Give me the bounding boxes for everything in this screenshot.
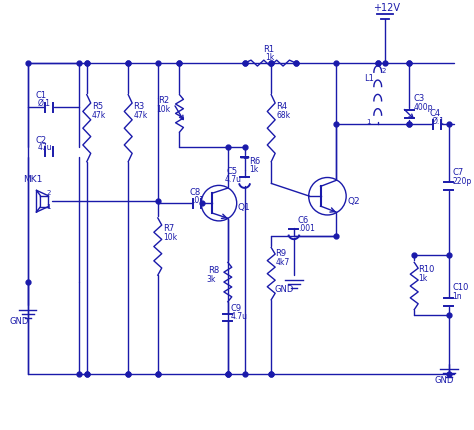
Text: 1k: 1k — [265, 52, 274, 61]
Text: R5: R5 — [92, 102, 103, 111]
Text: C6: C6 — [298, 216, 309, 225]
Text: R1: R1 — [264, 45, 274, 54]
Text: 47k: 47k — [92, 111, 106, 120]
Text: R2: R2 — [158, 96, 169, 105]
Text: 1: 1 — [366, 119, 370, 125]
Text: C9: C9 — [231, 304, 242, 313]
Text: C8: C8 — [189, 188, 201, 197]
Text: R3: R3 — [133, 102, 145, 111]
Text: 3k: 3k — [206, 275, 216, 283]
Text: R4: R4 — [276, 102, 287, 111]
Text: +12V: +12V — [373, 3, 400, 13]
Text: Ø.1: Ø.1 — [432, 117, 445, 126]
Text: Q2: Q2 — [347, 197, 360, 206]
Text: 220p: 220p — [453, 177, 472, 186]
Text: C4: C4 — [429, 109, 440, 118]
Text: 68k: 68k — [276, 111, 290, 120]
Text: MK1: MK1 — [23, 175, 42, 184]
Text: 47u: 47u — [37, 144, 52, 152]
Text: C7: C7 — [453, 168, 464, 177]
Text: R10: R10 — [418, 265, 435, 274]
Text: 1k: 1k — [418, 273, 428, 283]
Text: 1n: 1n — [453, 292, 462, 301]
Text: 1k: 1k — [249, 165, 259, 174]
Text: .001: .001 — [298, 224, 315, 233]
Text: GND: GND — [435, 376, 454, 385]
Text: 10k: 10k — [163, 233, 177, 242]
Text: R6: R6 — [249, 157, 261, 166]
Text: 2: 2 — [46, 190, 51, 196]
Text: 1: 1 — [46, 204, 51, 210]
Text: R8: R8 — [208, 266, 219, 275]
Text: Ø.1: Ø.1 — [37, 99, 50, 108]
Text: 4.7u: 4.7u — [231, 312, 248, 321]
Text: 400p: 400p — [413, 103, 433, 112]
Text: GND: GND — [274, 286, 293, 295]
Text: C1: C1 — [36, 91, 46, 100]
Text: L1: L1 — [364, 74, 374, 83]
Text: .01: .01 — [192, 196, 204, 205]
Text: C10: C10 — [453, 283, 469, 292]
Text: C3: C3 — [413, 94, 425, 103]
Text: 4.7u: 4.7u — [225, 175, 242, 184]
Text: R7: R7 — [163, 224, 174, 233]
Text: C5: C5 — [227, 167, 238, 176]
Text: 2: 2 — [382, 68, 386, 74]
Text: 10k: 10k — [156, 105, 170, 114]
Text: Q1: Q1 — [237, 203, 250, 212]
Text: GND: GND — [10, 317, 29, 326]
Text: 4k7: 4k7 — [275, 258, 290, 267]
Text: C2: C2 — [36, 135, 46, 144]
Text: 47k: 47k — [133, 111, 147, 120]
Text: R9: R9 — [275, 249, 286, 258]
